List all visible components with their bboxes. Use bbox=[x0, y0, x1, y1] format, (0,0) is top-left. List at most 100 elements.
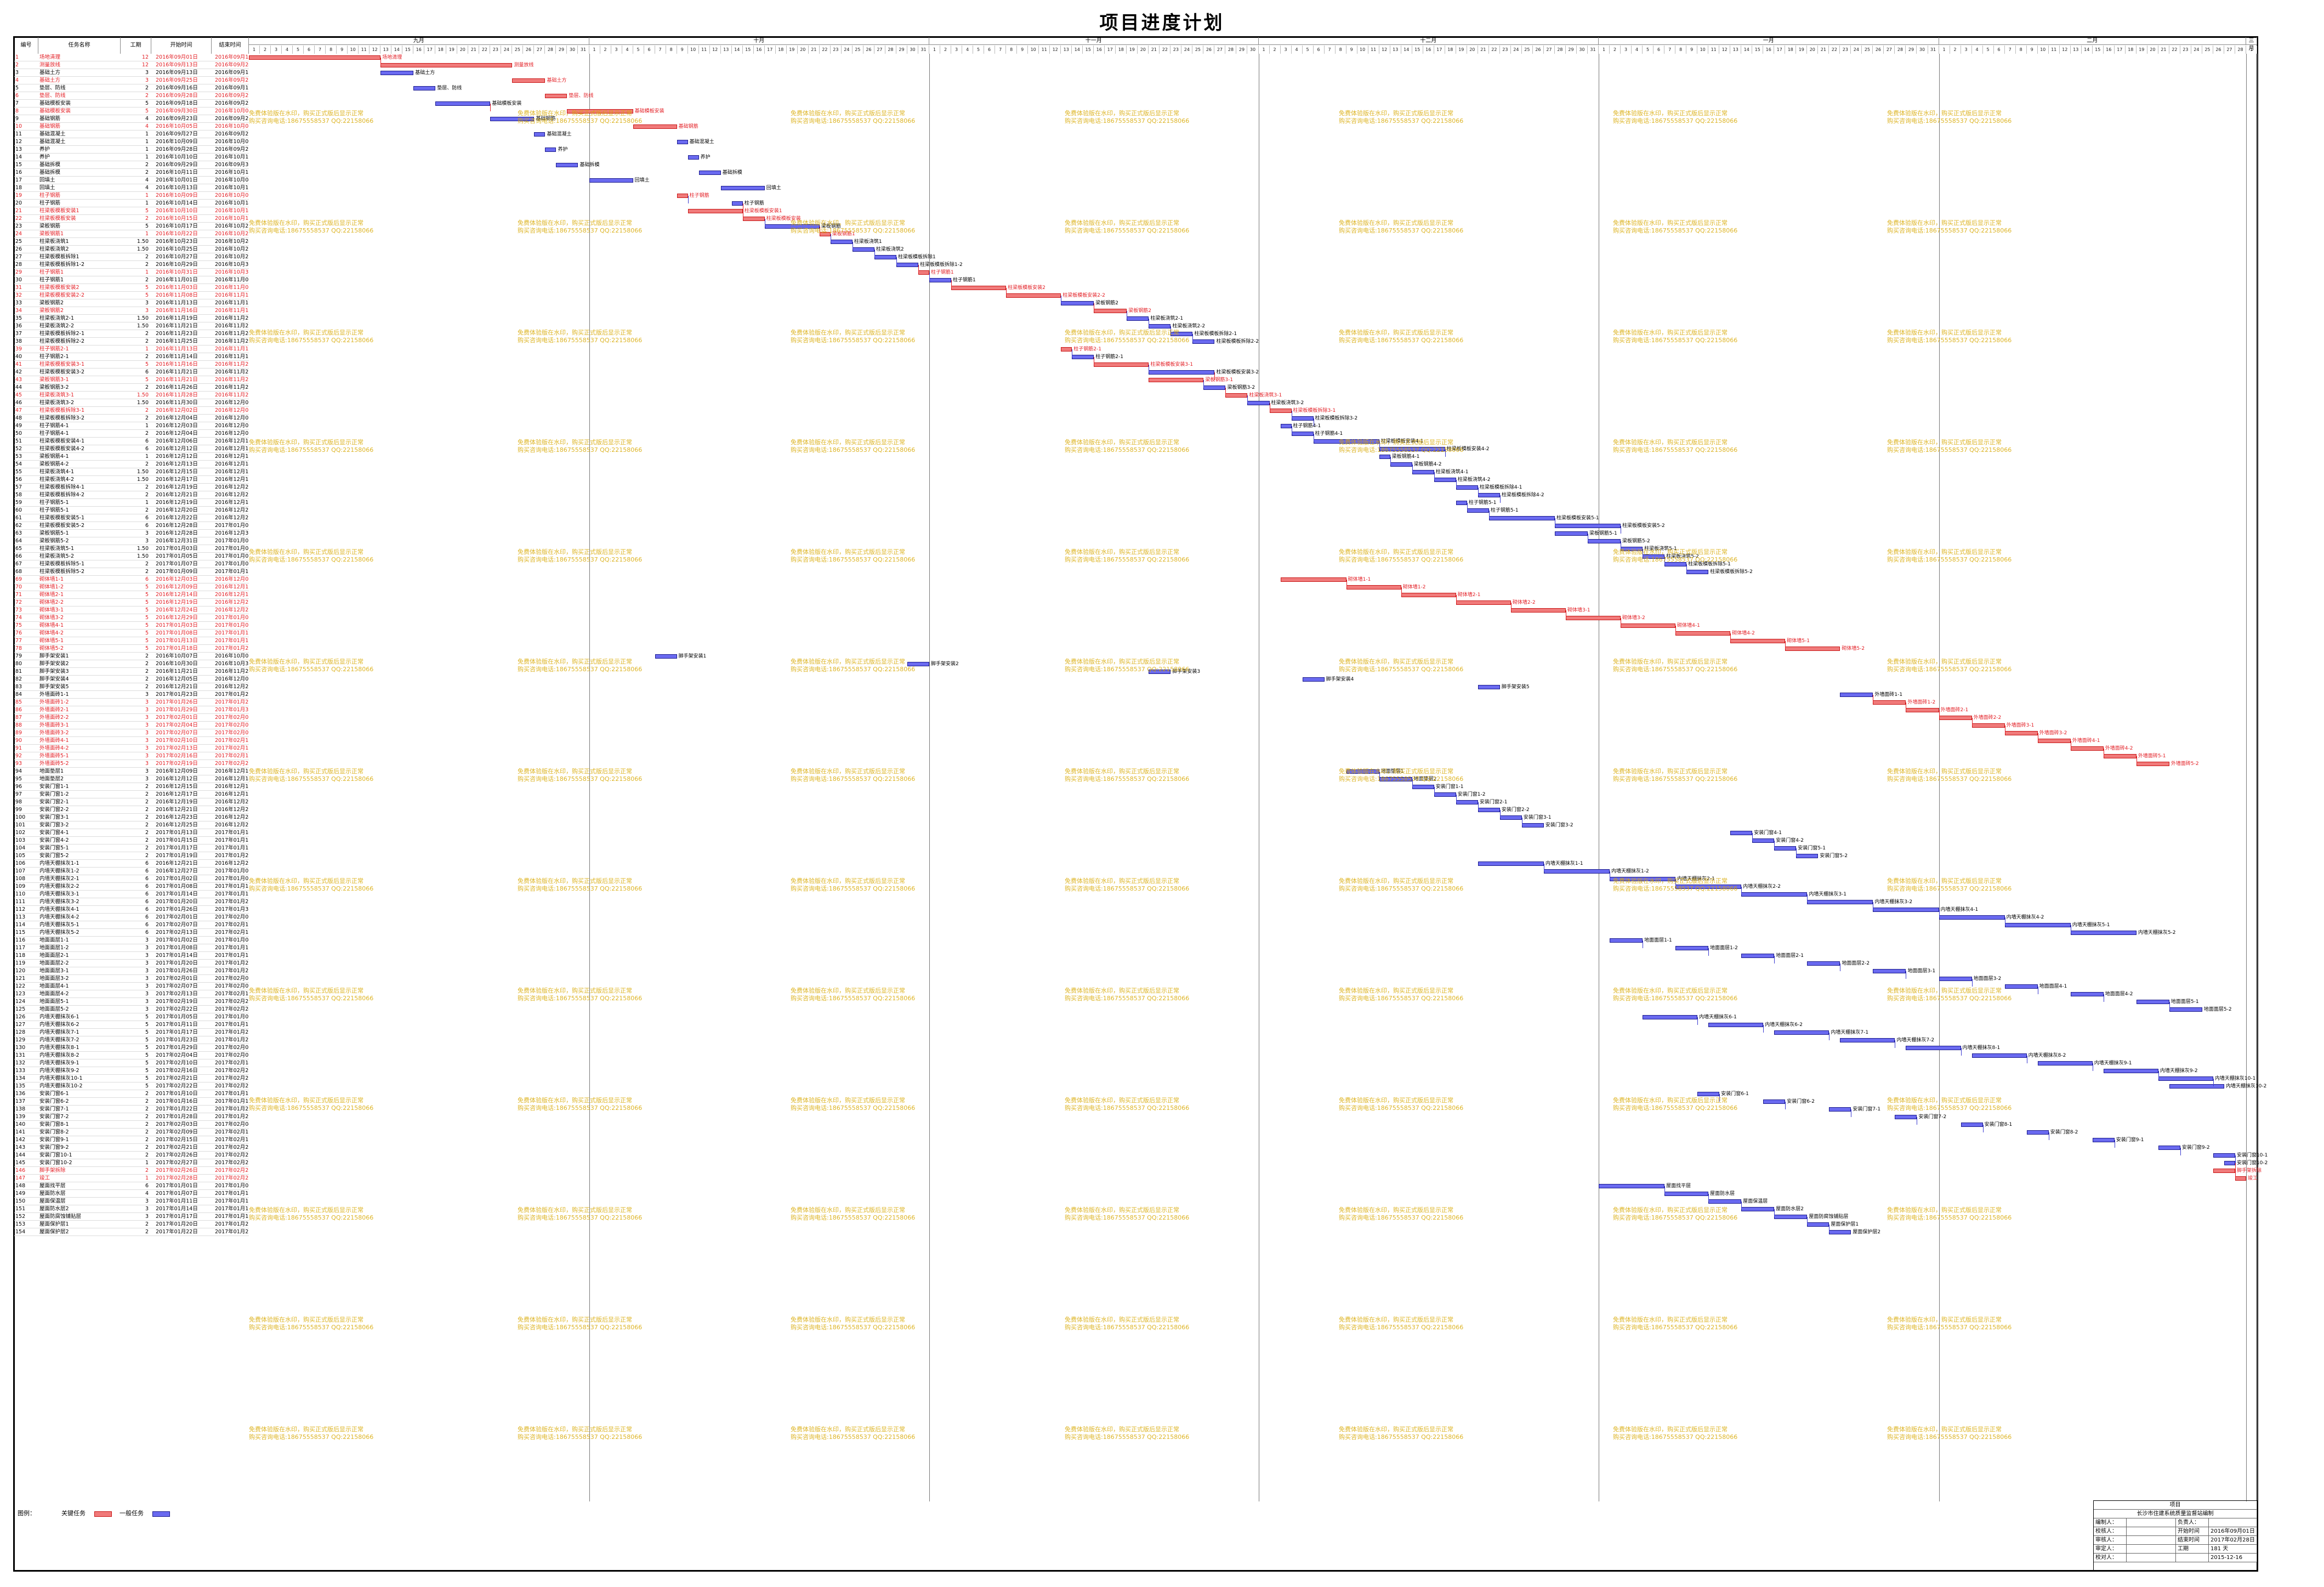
task-bar[interactable] bbox=[2070, 992, 2104, 996]
task-bar[interactable] bbox=[2169, 1084, 2224, 1089]
task-bar[interactable] bbox=[1434, 792, 1456, 797]
task-bar[interactable] bbox=[1280, 424, 1292, 428]
task-bar[interactable] bbox=[1741, 1207, 1775, 1211]
task-row[interactable]: 146脚手架拆除22017年02月26日2017年02月27日 bbox=[14, 1167, 249, 1175]
task-bar[interactable] bbox=[1543, 869, 1610, 874]
task-bar[interactable] bbox=[1149, 670, 1171, 674]
task-bar[interactable] bbox=[874, 255, 896, 259]
task-bar[interactable] bbox=[687, 209, 743, 213]
task-bar[interactable] bbox=[720, 186, 765, 190]
task-bar[interactable] bbox=[1730, 639, 1786, 643]
task-bar[interactable] bbox=[1302, 677, 1325, 682]
task-row[interactable]: 150屋面保温层32017年01月11日2017年01月13日 bbox=[14, 1198, 249, 1205]
column-header-id[interactable]: 编号 bbox=[14, 37, 38, 54]
task-bar[interactable] bbox=[545, 94, 567, 98]
task-bar[interactable] bbox=[1840, 1038, 1895, 1042]
task-bar[interactable] bbox=[698, 171, 721, 175]
task-bar[interactable] bbox=[1610, 877, 1676, 881]
task-bar[interactable] bbox=[1785, 647, 1840, 651]
task-bar[interactable] bbox=[1379, 447, 1445, 451]
task-bar[interactable] bbox=[1664, 562, 1687, 566]
task-row[interactable]: 1场地清理122016年09月01日2016年09月12日 bbox=[14, 54, 249, 61]
task-row[interactable]: 23梁板钢筋52016年10月17日2016年10月21日 bbox=[14, 223, 249, 230]
task-bar[interactable] bbox=[1610, 938, 1643, 943]
task-bar[interactable] bbox=[1006, 293, 1061, 298]
task-bar[interactable] bbox=[1192, 339, 1215, 344]
task-bar[interactable] bbox=[1379, 777, 1412, 781]
task-bar[interactable] bbox=[1873, 908, 1939, 912]
task-bar[interactable] bbox=[1346, 585, 1401, 590]
task-bar[interactable] bbox=[1675, 631, 1731, 636]
task-bar[interactable] bbox=[589, 178, 633, 183]
task-bar[interactable] bbox=[1554, 524, 1621, 528]
task-bar[interactable] bbox=[1807, 1222, 1829, 1227]
task-bar[interactable] bbox=[2213, 1169, 2235, 1173]
task-row[interactable]: 82脚手架安装422016年12月05日2016年12月06日 bbox=[14, 676, 249, 683]
task-bar[interactable] bbox=[2092, 1138, 2115, 1142]
task-bar[interactable] bbox=[1499, 815, 1522, 820]
task-row[interactable]: 6垫层、防线22016年09月28日2016年09月29日 bbox=[14, 92, 249, 100]
task-row[interactable]: 16基础拆模22016年10月11日2016年10月12日 bbox=[14, 169, 249, 177]
task-bar[interactable] bbox=[830, 240, 853, 244]
task-row[interactable]: 15基础拆模22016年09月29日2016年09月30日 bbox=[14, 161, 249, 169]
task-bar[interactable] bbox=[731, 201, 743, 206]
task-bar[interactable] bbox=[1456, 600, 1511, 605]
column-header-name[interactable]: 任务名称 bbox=[38, 37, 121, 54]
task-bar[interactable] bbox=[1565, 616, 1621, 620]
task-bar[interactable] bbox=[1456, 485, 1478, 490]
task-bar[interactable] bbox=[545, 148, 556, 152]
task-row[interactable]: 29柱子钢筋112016年10月31日2016年10月31日 bbox=[14, 269, 249, 276]
task-row[interactable]: 81脚手架安装322016年11月21日2016年11月22日 bbox=[14, 668, 249, 676]
task-bar[interactable] bbox=[556, 163, 578, 167]
task-bar[interactable] bbox=[1873, 969, 1906, 973]
task-bar[interactable] bbox=[1730, 831, 1753, 835]
task-row[interactable]: 153屋面保护层122017年01月20日2017年01月21日 bbox=[14, 1221, 249, 1228]
task-row[interactable]: 10基础钢筋42016年10月05日2016年10月08日 bbox=[14, 123, 249, 131]
task-bar[interactable] bbox=[819, 232, 831, 236]
task-bar[interactable] bbox=[1149, 378, 1204, 382]
task-row[interactable]: 22柱梁板模板安装22016年10月15日2016年10月16日 bbox=[14, 215, 249, 223]
task-bar[interactable] bbox=[380, 63, 513, 67]
task-bar[interactable] bbox=[1708, 1023, 1764, 1027]
task-bar[interactable] bbox=[1829, 1230, 1851, 1234]
task-bar[interactable] bbox=[380, 71, 414, 75]
task-bar[interactable] bbox=[1478, 493, 1500, 497]
task-bar[interactable] bbox=[1807, 900, 1873, 904]
task-bar[interactable] bbox=[1621, 624, 1676, 628]
task-bar[interactable] bbox=[1621, 547, 1643, 551]
task-row[interactable]: 19柱子钢筋12016年10月09日2016年10月09日 bbox=[14, 192, 249, 200]
task-bar[interactable] bbox=[2213, 1153, 2235, 1158]
task-bar[interactable] bbox=[1072, 355, 1094, 359]
task-row[interactable]: 95地面垫层232016年12月12日2016年12月14日 bbox=[14, 775, 249, 783]
task-bar[interactable] bbox=[1225, 393, 1248, 398]
task-bar[interactable] bbox=[1774, 846, 1797, 851]
task-row[interactable]: 148屋面找平层62017年01月01日2017年01月06日 bbox=[14, 1182, 249, 1190]
task-bar[interactable] bbox=[951, 286, 1007, 290]
task-row[interactable]: 30柱子钢筋122016年11月01日2016年11月02日 bbox=[14, 276, 249, 284]
task-bar[interactable] bbox=[435, 101, 491, 106]
task-row[interactable]: 33梁板钢筋232016年11月13日2016年11月15日 bbox=[14, 299, 249, 307]
task-bar[interactable] bbox=[2026, 1130, 2049, 1135]
task-row[interactable]: 13养护12016年09月28日2016年09月28日 bbox=[14, 146, 249, 154]
